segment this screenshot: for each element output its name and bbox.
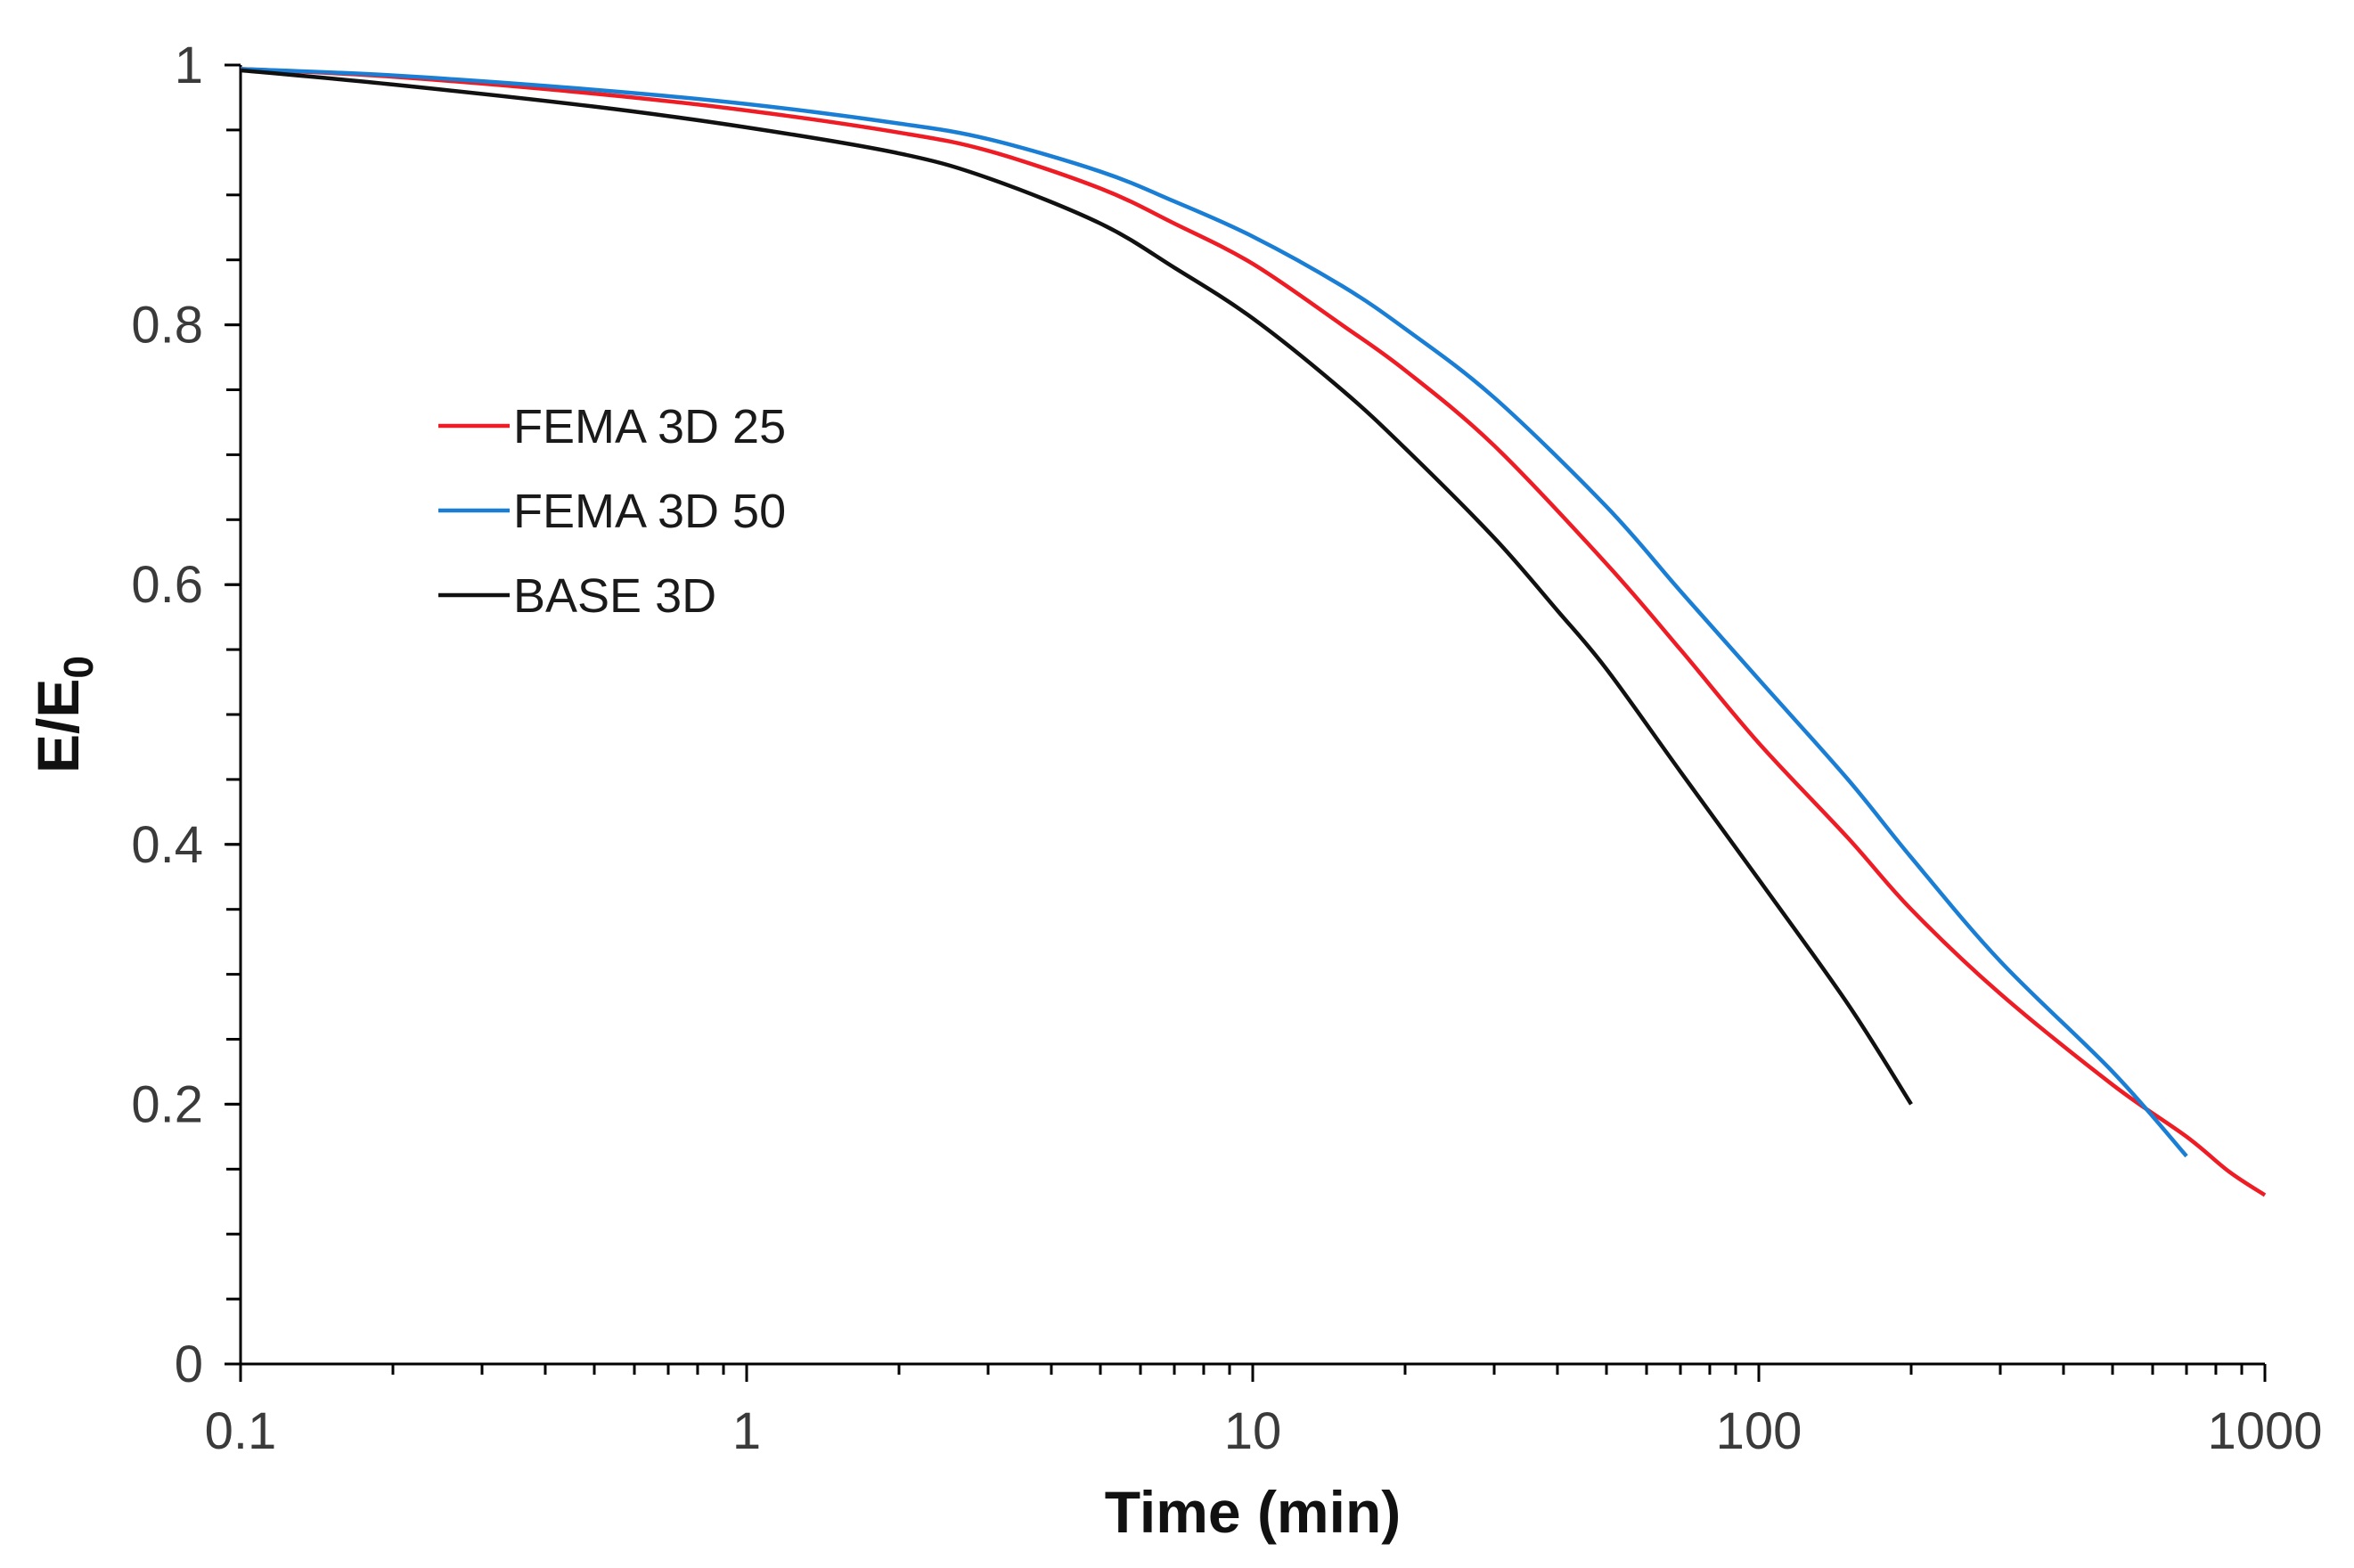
- series-line-fema-3d-50: [240, 67, 2188, 1158]
- x-tick-labels: 0.1 1 10 100 1000: [205, 1402, 2323, 1460]
- y-minor-ticks: [226, 63, 241, 1366]
- y-tick-label: 0.4: [131, 816, 203, 874]
- x-axis-title: Time (min): [1105, 1479, 1401, 1545]
- series-line-fema-3d-25: [240, 67, 2267, 1197]
- x-tick-label: 10: [1224, 1402, 1282, 1460]
- x-tick-label: 1000: [2207, 1402, 2322, 1460]
- series-line-base-3d: [240, 68, 1913, 1106]
- x-minor-ticks: [391, 1364, 2244, 1375]
- legend-label-base-3d: BASE 3D: [513, 569, 716, 623]
- y-axis-title: E/E0: [25, 656, 102, 773]
- x-tick-label: 1: [732, 1402, 761, 1460]
- series-lines: [240, 67, 2267, 1197]
- y-axis-title-main: E/E: [25, 679, 91, 773]
- legend-label-fema-3d-25: FEMA 3D 25: [513, 400, 786, 453]
- y-tick-label: 0.8: [131, 297, 203, 355]
- y-tick-labels: 0 0.2 0.4 0.6 0.8 1: [131, 37, 203, 1393]
- y-tick-label: 0.6: [131, 556, 203, 614]
- y-axis-title-subscript: 0: [55, 656, 102, 679]
- legend: FEMA 3D 25 FEMA 3D 50 BASE 3D: [438, 400, 786, 623]
- y-tick-label: 1: [175, 37, 203, 94]
- y-major-ticks: [225, 63, 241, 1366]
- x-tick-label: 100: [1716, 1402, 1802, 1460]
- y-tick-label: 0: [175, 1335, 203, 1393]
- x-major-ticks: [239, 1364, 2267, 1382]
- legend-label-fema-3d-50: FEMA 3D 50: [513, 485, 786, 538]
- y-tick-label: 0.2: [131, 1075, 203, 1133]
- x-tick-label: 0.1: [205, 1402, 277, 1460]
